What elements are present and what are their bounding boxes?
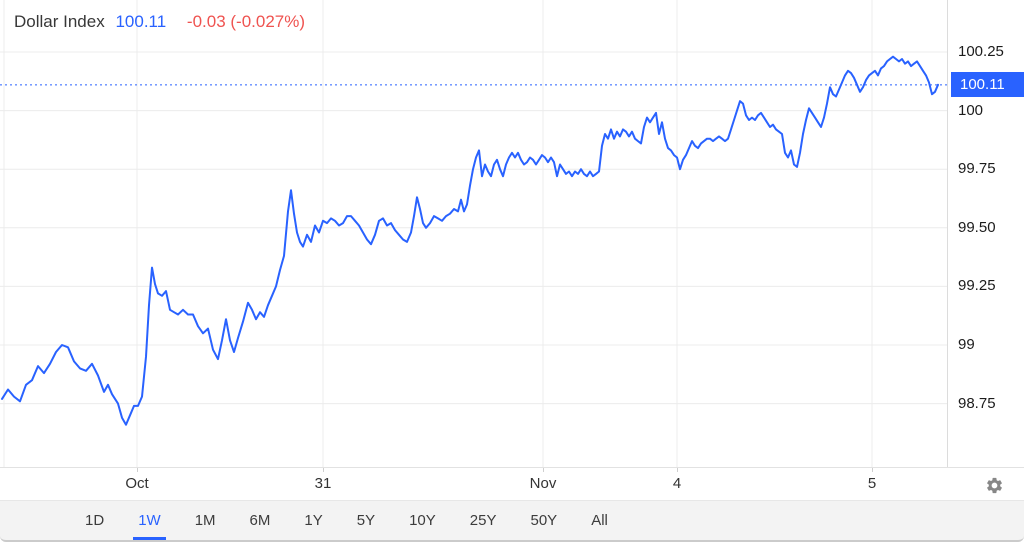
tab-range-1d[interactable]: 1D [85, 512, 105, 529]
price-line-chart[interactable] [0, 0, 947, 467]
x-axis-tick [677, 468, 678, 472]
x-axis-tick [872, 468, 873, 472]
tab-range-all[interactable]: All [591, 512, 608, 529]
chart-header: Dollar Index 100.11 -0.03 (-0.027%) [14, 12, 305, 32]
last-price: 100.11 [115, 12, 167, 31]
tab-range-1m[interactable]: 1M [194, 512, 216, 529]
tab-range-5y[interactable]: 5Y [356, 512, 376, 529]
x-axis-label: 31 [314, 475, 332, 492]
tab-range-1w[interactable]: 1W [133, 501, 166, 540]
x-axis-label: Nov [529, 475, 557, 492]
y-axis-label: 99.25 [958, 277, 996, 295]
instrument-name: Dollar Index [14, 12, 105, 31]
y-axis-label: 100.25 [958, 43, 1004, 60]
y-axis-label: 99.75 [958, 160, 996, 178]
price-chart-plot-area[interactable] [0, 0, 947, 467]
y-axis-label: 99.50 [958, 218, 996, 236]
tab-range-50y[interactable]: 50Y [530, 512, 558, 529]
tab-range-1y[interactable]: 1Y [304, 512, 323, 529]
x-axis-label: 4 [672, 475, 682, 492]
price-axis[interactable]: 100.11 100.25 100 99.75 99.50 99.25 99 98.75 [947, 0, 1024, 467]
x-axis-label: Oct [125, 475, 149, 492]
y-axis-label: 98.75 [958, 394, 996, 412]
price-line [1, 55, 939, 426]
x-axis-tick [543, 468, 544, 472]
x-axis-tick [323, 468, 324, 472]
y-axis-label: 99 [958, 336, 975, 353]
x-axis-tick [137, 468, 138, 472]
price-change: -0.03 (-0.027%) [186, 12, 306, 31]
last-price-badge: 100.11 [951, 72, 1024, 98]
date-axis[interactable]: Oct 31 Nov 4 5 [0, 467, 1024, 500]
gear-icon [986, 477, 1002, 493]
settings-gear-button[interactable] [982, 473, 1006, 497]
range-tabs-bar: 1D 1W 1M 6M 1Y 5Y 10Y 25Y 50Y All [0, 500, 1024, 542]
tab-range-6m[interactable]: 6M [249, 512, 271, 529]
y-axis-label: 100 [958, 101, 984, 119]
last-price-badge-label: 100.11 [960, 76, 1005, 94]
x-axis-label: 5 [867, 475, 877, 492]
tab-range-10y[interactable]: 10Y [409, 512, 436, 529]
tab-range-25y[interactable]: 25Y [469, 512, 497, 529]
